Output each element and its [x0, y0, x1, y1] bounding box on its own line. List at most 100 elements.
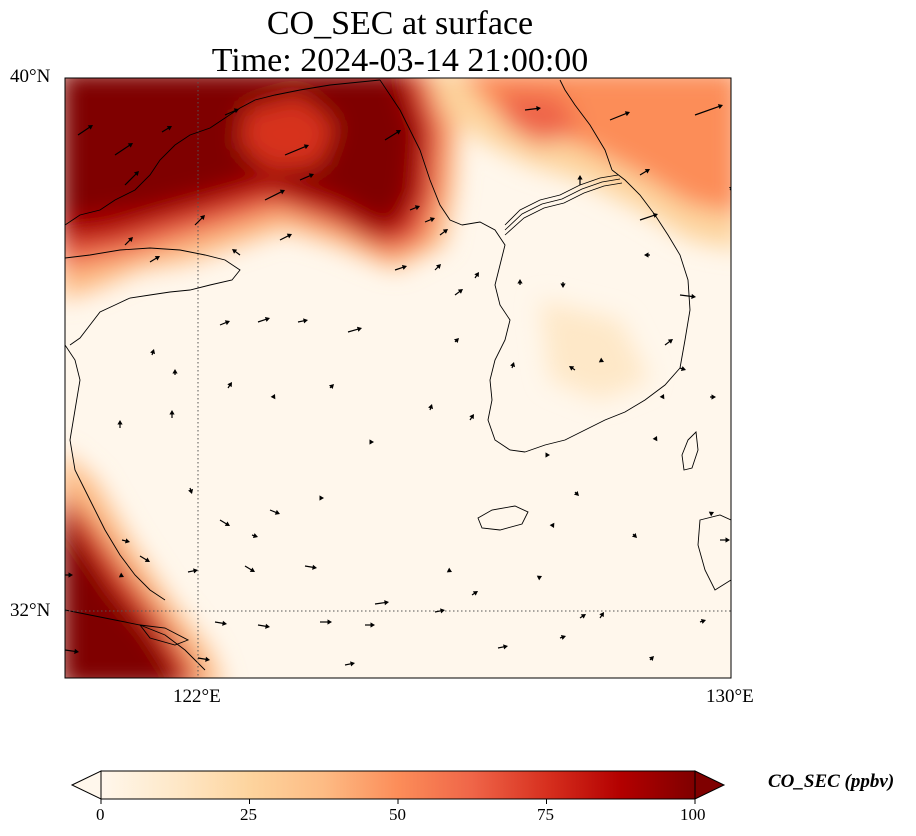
wind-arrow: [299, 173, 314, 181]
wind-arrow: [699, 618, 706, 624]
wind-arrow: [227, 382, 232, 389]
wind-arrow: [471, 591, 478, 596]
wind-arrow: [545, 452, 550, 458]
wind-arrow: [365, 622, 375, 628]
colorbar-extend-max: [694, 770, 726, 800]
wind-arrow: [219, 320, 230, 326]
coastline-bohai-north: [65, 247, 241, 346]
wind-arrow: [279, 233, 292, 241]
wind-arrow: [328, 384, 334, 390]
wind-arrow: [569, 366, 576, 371]
wind-arrow: [708, 511, 714, 517]
colorbar: [70, 770, 726, 804]
wind-arrow: [169, 410, 175, 418]
wind-arrow: [319, 495, 324, 501]
wind-arrow: [497, 644, 508, 650]
lon-label-130e: 130°E: [706, 686, 754, 707]
wind-arrow: [161, 126, 172, 133]
coastline-korea-south: [524, 367, 681, 453]
wind-arrow: [639, 169, 650, 176]
wind-arrow: [384, 130, 401, 141]
wind-arrow: [560, 282, 566, 288]
wind-arrow: [549, 522, 555, 528]
wind-arrow: [187, 568, 198, 574]
wind-arrow: [409, 205, 420, 211]
wind-arrow: [257, 316, 270, 323]
wind-arrow: [65, 648, 79, 654]
lon-label-122e: 122°E: [173, 686, 221, 707]
map-subtitle: Time: 2024-03-14 21:00:00: [211, 42, 589, 79]
wind-arrow: [679, 293, 696, 300]
wind-arrow: [369, 439, 374, 445]
gridlines: [65, 78, 731, 678]
wind-arrow: [454, 289, 463, 296]
colorbar-extend-min: [70, 770, 102, 800]
wind-arrow: [517, 279, 523, 285]
wind-arrow: [644, 252, 650, 258]
wind-arrow: [320, 619, 332, 625]
wind-arrow: [559, 634, 566, 640]
colorbar-tick-label: 0: [96, 805, 105, 824]
wind-arrow: [720, 537, 730, 543]
wind-arrow: [474, 272, 479, 279]
wind-arrow: [639, 212, 658, 221]
wind-arrow: [694, 104, 723, 116]
border-layer: [504, 174, 623, 236]
wind-arrow: [434, 264, 441, 271]
island-jeju: [477, 505, 529, 531]
colorbar-gradient: [101, 771, 695, 799]
wind-arrow: [524, 105, 541, 112]
wind-arrow: [77, 125, 93, 136]
wind-arrow: [664, 339, 673, 346]
wind-arrow: [197, 656, 210, 662]
wind-arrow: [297, 318, 308, 324]
coastline-liaodong: [65, 79, 381, 226]
wind-arrow: [648, 656, 654, 662]
colorbar-tick-label: 25: [240, 805, 257, 824]
lat-label-40n: 40°N: [10, 66, 51, 87]
island-tsushima: [681, 431, 699, 471]
wind-arrow: [244, 565, 255, 572]
wind-arrow: [232, 249, 241, 256]
coastline-layer: [65, 79, 731, 671]
wind-arrow: [124, 237, 133, 246]
wind-arrow: [269, 509, 280, 515]
wind-arrow: [344, 661, 355, 667]
wind-arrow: [631, 532, 637, 538]
colorbar-tick-label: 100: [680, 805, 706, 824]
wind-arrow: [394, 264, 407, 271]
wind-vectors: [65, 104, 731, 667]
wind-arrow: [224, 108, 239, 116]
coastline-liaoning-east: [379, 79, 463, 226]
wind-arrow: [453, 338, 459, 344]
wind-arrow: [257, 623, 270, 629]
wind-arrow: [659, 394, 665, 400]
wind-arrow: [172, 369, 178, 375]
coastline-north-korea-east: [559, 79, 613, 171]
dmz-border-2: [504, 178, 621, 231]
map-frame: [64, 77, 732, 679]
colorbar-ticks: [100, 799, 696, 804]
wind-arrow: [149, 256, 160, 263]
wind-arrow: [118, 572, 124, 578]
wind-arrow: [598, 357, 604, 363]
wind-arrow: [124, 171, 139, 186]
wind-arrow: [214, 620, 227, 626]
coastline-shandong: [65, 344, 166, 601]
wind-arrow: [446, 567, 452, 573]
wind-arrow: [65, 572, 73, 578]
wind-arrow: [347, 326, 362, 333]
wind-arrow: [510, 362, 516, 369]
wind-arrow: [434, 608, 445, 614]
wind-arrow: [579, 614, 586, 619]
map-title: CO_SEC at surface: [266, 5, 534, 42]
wind-arrow: [599, 612, 604, 619]
wind-arrow: [188, 487, 194, 494]
wind-arrow: [609, 111, 630, 121]
colorbar-label: CO_SEC (ppbv): [768, 771, 895, 792]
field-shading: [65, 78, 731, 678]
wind-arrow: [194, 215, 205, 226]
wind-arrow: [679, 366, 686, 372]
wind-arrow: [469, 414, 474, 421]
